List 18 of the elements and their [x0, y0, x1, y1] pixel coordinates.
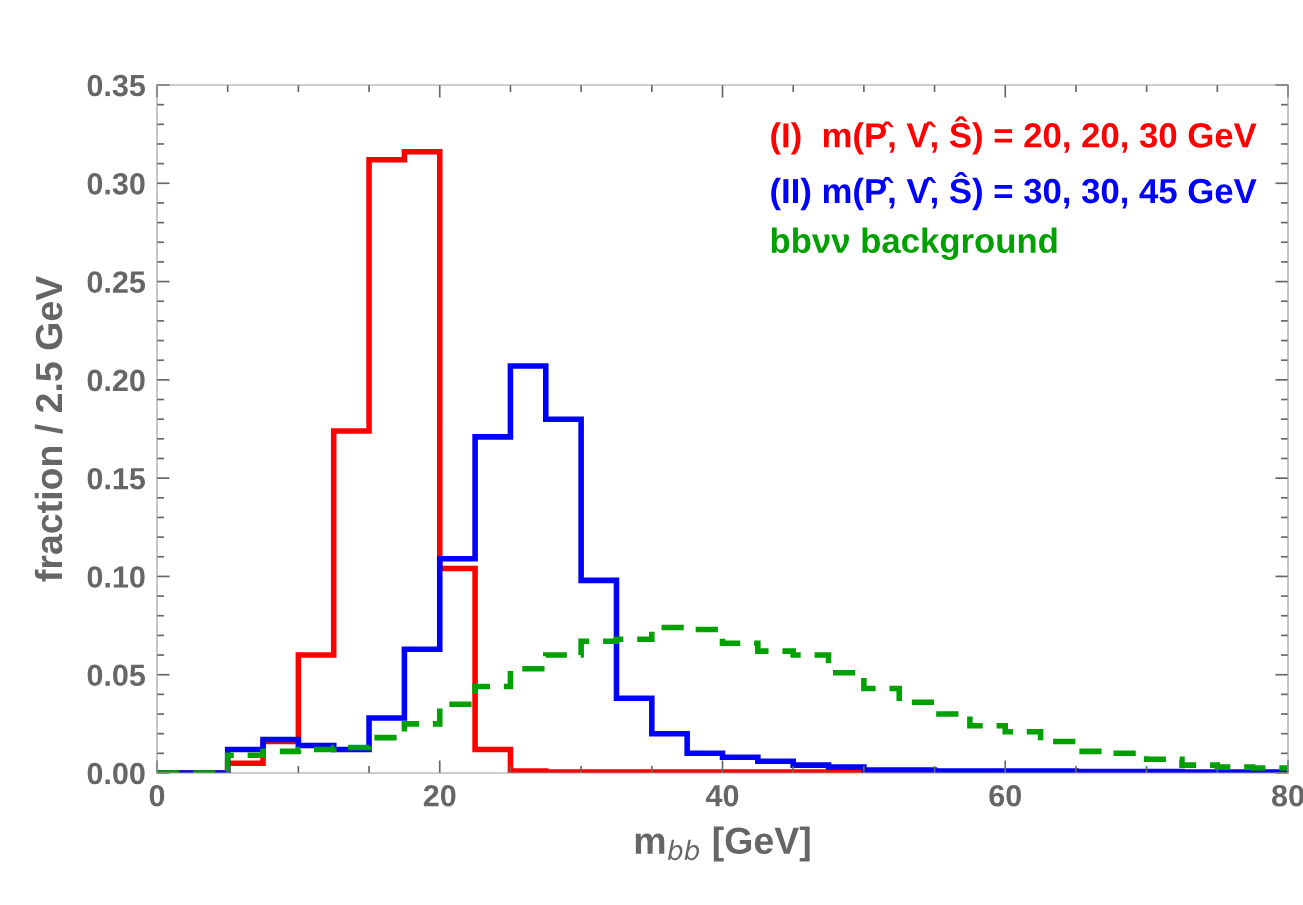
x-tick-label: 60	[989, 784, 1021, 807]
y-tick-label: 0.25	[87, 271, 146, 293]
y-tick-label: 0.35	[87, 74, 146, 97]
y-axis-title: fraction / 2.5 GeV	[34, 276, 63, 582]
y-tick-label: 0.20	[87, 369, 145, 392]
y-tick-label: 0.05	[87, 664, 146, 687]
x-tick-label: 80	[1271, 784, 1303, 807]
text: bbνν background	[771, 227, 1057, 261]
y-tick-label: 0.00	[87, 762, 145, 785]
text: (I) m(P̂, V̂, Ŝ) = 20, 20, 30 GeV	[771, 116, 1257, 155]
x-axis-title: m$_{bb}$ [GeV]	[635, 826, 810, 862]
y-tick-label: 0.10	[87, 566, 145, 588]
x-tick-label: 20	[423, 784, 456, 807]
x-tick-label: 0	[149, 784, 165, 807]
y-tick-label: 0.30	[87, 173, 145, 195]
text: (II) m(P̂, V̂, Ŝ) = 30, 30, 45 GeV	[771, 171, 1257, 211]
x-tick-label: 40	[705, 784, 739, 807]
y-tick-label: 0.15	[87, 467, 146, 490]
